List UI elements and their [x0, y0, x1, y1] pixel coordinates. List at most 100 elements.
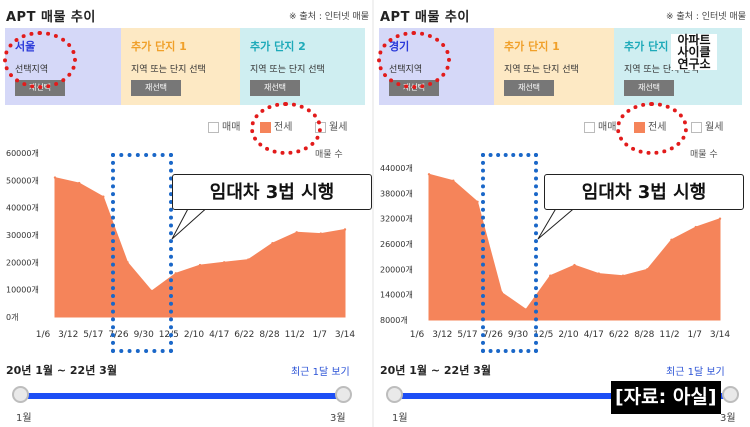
x-tick-label: 8/28: [259, 330, 279, 340]
checkbox-icon: [584, 122, 595, 133]
data-point: [476, 200, 479, 203]
add-complex-1-title: 추가 단지 1: [504, 40, 560, 53]
panel-title: APT 매물 추이: [380, 10, 470, 25]
unit-label: 매물 수: [690, 149, 718, 160]
data-point: [343, 228, 347, 231]
jeonse-listing-chart: 매물 수 0개 10000개 20000개 30000개 40000개 50000개 6000…: [6, 148, 355, 340]
x-tick-label: 9/30: [134, 330, 154, 340]
data-point: [597, 272, 600, 275]
data-point: [102, 195, 105, 198]
add-complex-2-title: 추가 단지 2: [250, 40, 306, 53]
add-complex-1-title: 추가 단지 1: [131, 40, 187, 53]
x-tick-label: 4/17: [584, 330, 604, 340]
y-tick-label: 44000개: [380, 163, 413, 173]
y-tick-label: 60000개: [6, 148, 39, 158]
legend-label: 월세: [329, 122, 348, 133]
period-label: 20년 1월 ~ 22년 3월: [6, 364, 117, 377]
data-point: [452, 179, 455, 182]
x-tick-label: 1/7: [313, 330, 327, 340]
y-tick-label: 40000개: [6, 203, 39, 213]
data-point: [319, 232, 322, 235]
y-tick-label: 38000개: [380, 188, 413, 198]
data-point: [126, 261, 129, 264]
panel-title: APT 매물 추이: [6, 10, 96, 25]
y-tick-label: 20000개: [380, 264, 413, 274]
add-complex-1-selector[interactable]: 추가 단지 1 지역 또는 단지 선택 재선택: [121, 28, 240, 105]
recent-month-link[interactable]: 최근 1달 보기: [666, 367, 725, 378]
jeonse-highlight-ring: [616, 102, 688, 155]
legend-label: 월세: [705, 122, 724, 133]
panel-divider: [372, 0, 375, 427]
slider-end-handle[interactable]: [722, 386, 739, 403]
checkbox-icon: [208, 122, 219, 133]
x-tick-label: 2/10: [558, 330, 578, 340]
period-slider[interactable]: [394, 393, 730, 399]
data-point: [223, 261, 226, 264]
x-tick-label: 4/17: [209, 330, 229, 340]
jeonse-listing-chart: 매물 수 8000개 14000개 20000개 26000개 32000개 38000개 4…: [380, 149, 730, 340]
slider-start-label: 1월: [392, 413, 408, 424]
callout-pointer: [537, 205, 579, 240]
reselect-button[interactable]: 재선택: [624, 80, 674, 96]
slider-end-label: 3월: [330, 413, 346, 424]
y-tick-label: 14000개: [380, 290, 413, 300]
x-tick-label: 6/22: [234, 330, 254, 340]
data-point: [646, 268, 649, 271]
rental-law-callout: 임대차 3법 시행: [544, 174, 744, 210]
jeonse-area-series: [428, 173, 721, 321]
x-tick-label: 9/30: [508, 330, 528, 340]
slider-start-handle[interactable]: [12, 386, 29, 403]
data-point: [174, 272, 177, 275]
period-label: 20년 1월 ~ 22년 3월: [380, 364, 491, 377]
jeonse-highlight-ring: [250, 102, 322, 155]
policy-period-highlight: [481, 153, 538, 353]
reselect-button[interactable]: 재선택: [504, 80, 554, 96]
callout-pointer: [171, 205, 211, 240]
recent-month-link[interactable]: 최근 1달 보기: [291, 367, 350, 378]
y-tick-label: 26000개: [380, 239, 413, 249]
data-point: [694, 225, 697, 229]
add-complex-1-selector[interactable]: 추가 단지 1 지역 또는 단지 선택 재선택: [494, 28, 614, 105]
slider-end-handle[interactable]: [335, 386, 352, 403]
slider-start-handle[interactable]: [386, 386, 403, 403]
source-note: ※ 출처 : 인터넷 매물: [666, 12, 746, 22]
data-point: [670, 238, 673, 241]
legend-label: 매매: [598, 122, 617, 133]
add-complex-2-selector[interactable]: 추가 단지 2 지역 또는 단지 선택 재선택: [240, 28, 365, 105]
data-point: [295, 231, 298, 234]
y-tick-label: 10000개: [6, 285, 39, 295]
data-point: [150, 289, 153, 293]
slider-end-label: 3월: [720, 413, 736, 424]
jeonse-area-series: [54, 176, 346, 318]
selector-subtitle: 지역 또는 단지 선택: [250, 65, 325, 75]
checkbox-icon: [691, 122, 702, 133]
y-tick-label: 20000개: [6, 257, 39, 267]
data-point: [427, 173, 431, 176]
y-tick-label: 8000개: [380, 315, 408, 325]
policy-period-highlight: [111, 153, 173, 353]
y-tick-label: 32000개: [380, 214, 413, 224]
data-point: [524, 308, 528, 311]
y-tick-label: 50000개: [6, 175, 39, 185]
x-tick-label: 3/14: [710, 330, 730, 340]
x-tick-label: 2/10: [184, 330, 204, 340]
x-tick-label: 7/26: [108, 330, 128, 340]
x-tick-label: 12/5: [159, 330, 179, 340]
reselect-button[interactable]: 재선택: [131, 80, 181, 96]
data-point: [271, 242, 274, 245]
x-tick-label: 3/14: [335, 330, 355, 340]
x-tick-label: 1/6: [410, 330, 425, 340]
data-point: [198, 263, 202, 267]
data-point: [718, 217, 722, 220]
x-tick-label: 11/2: [285, 330, 305, 340]
x-tick-label: 3/12: [432, 330, 452, 340]
slider-start-label: 1월: [16, 413, 32, 424]
period-slider[interactable]: [20, 393, 344, 399]
data-point: [247, 258, 250, 261]
reselect-button[interactable]: 재선택: [250, 80, 300, 96]
data-point: [621, 274, 625, 277]
x-tick-label: 12/5: [533, 330, 553, 340]
watermark-text: 아파트 사이클 연구소: [671, 34, 717, 70]
source-note: ※ 출처 : 인터넷 매물: [289, 12, 369, 22]
selector-subtitle: 지역 또는 단지 선택: [624, 65, 699, 75]
